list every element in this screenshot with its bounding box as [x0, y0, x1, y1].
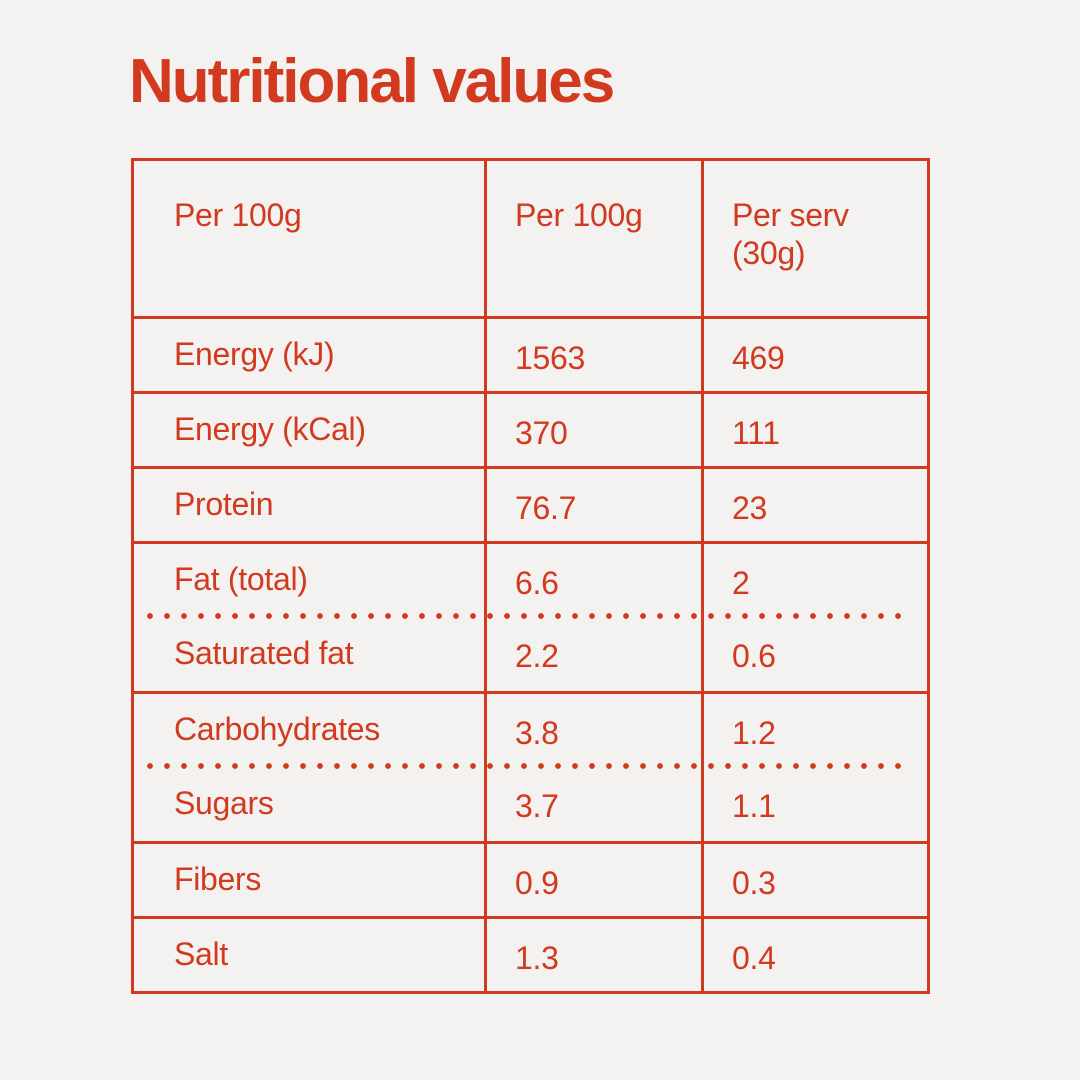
row-label: Fat (total): [134, 544, 487, 616]
row-label: Saturated fat: [134, 616, 487, 691]
value-per-serving: 111: [732, 414, 780, 451]
row-label: Energy (kJ): [134, 319, 487, 391]
value-per-100g: 370: [487, 394, 704, 466]
value-per-100g: 1.3: [487, 919, 704, 991]
value-per-serving: 0.6: [732, 638, 776, 675]
value-per-serving: 0.3: [732, 864, 776, 901]
value-per-serving: 1.2: [732, 714, 776, 751]
value-per-serving: 2: [732, 564, 750, 601]
nutrition-table: Per 100g Per 100g Per serv (30g) Energy …: [131, 158, 930, 994]
table-row-salt: Salt 1.3 0.4: [134, 916, 927, 991]
table-header-row: Per 100g Per 100g Per serv (30g): [134, 161, 927, 316]
row-label: Fibers: [134, 844, 487, 916]
header-cell-per-100g: Per 100g: [487, 161, 704, 316]
value-per-100g: 3.8: [487, 694, 704, 766]
table-row-energy-kj: Energy (kJ) 1563 469: [134, 316, 927, 391]
table-row-fat-total: Fat (total) 6.6 2: [134, 541, 927, 616]
row-label: Salt: [134, 919, 487, 991]
row-label: Sugars: [134, 766, 487, 841]
value-per-serving: 0.4: [732, 939, 776, 976]
value-per-serving: 469: [732, 339, 785, 376]
header-cell-item: Per 100g: [134, 161, 487, 316]
value-per-100g: 0.9: [487, 844, 704, 916]
value-per-serving: 23: [732, 489, 767, 526]
row-label: Protein: [134, 469, 487, 541]
value-per-100g: 1563: [487, 319, 704, 391]
page-title: Nutritional values: [129, 47, 615, 116]
dotted-separator: [146, 612, 903, 620]
dotted-separator: [146, 762, 903, 770]
table-row-carbohydrates: Carbohydrates 3.8 1.2: [134, 691, 927, 766]
value-per-serving: 1.1: [732, 788, 776, 825]
table-row-energy-kcal: Energy (kCal) 370 111: [134, 391, 927, 466]
table-row-protein: Protein 76.7 23: [134, 466, 927, 541]
row-label: Carbohydrates: [134, 694, 487, 766]
value-per-100g: 3.7: [487, 766, 704, 841]
value-per-100g: 2.2: [487, 616, 704, 691]
value-per-100g: 76.7: [487, 469, 704, 541]
table-row-sugars: Sugars 3.7 1.1: [134, 766, 927, 841]
header-cell-per-serving: Per serv (30g): [732, 197, 849, 271]
row-label: Energy (kCal): [134, 394, 487, 466]
table-row-saturated-fat: Saturated fat 2.2 0.6: [134, 616, 927, 691]
table-row-fibers: Fibers 0.9 0.3: [134, 841, 927, 916]
value-per-100g: 6.6: [487, 544, 704, 616]
